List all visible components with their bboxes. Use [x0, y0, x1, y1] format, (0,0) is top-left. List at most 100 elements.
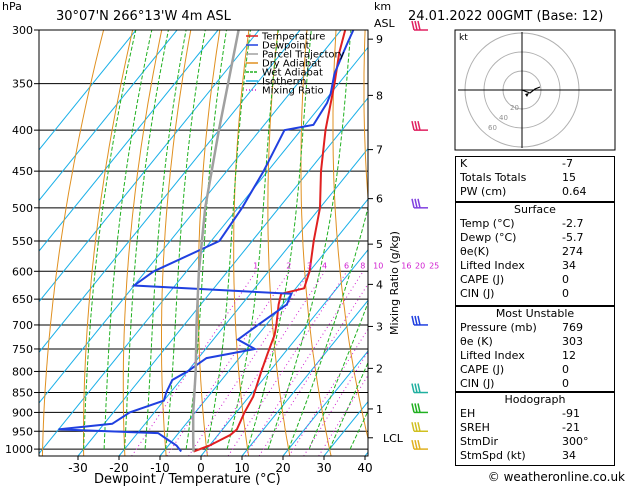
height-km-label: 6 — [376, 193, 383, 206]
most-unstable-label: Lifted Index — [460, 349, 525, 362]
most-unstable-row: CAPE (J) 0 — [456, 363, 614, 377]
surface-value: -5.7 — [562, 231, 584, 244]
surface-value: 0 — [562, 287, 569, 300]
mixing-ratio-label: 2 — [286, 261, 291, 270]
dry-adiabat-line — [332, 30, 368, 441]
index-value: 0.64 — [562, 185, 587, 198]
surface-label: θe(K) — [460, 245, 490, 258]
x-tick-label: 10 — [234, 461, 249, 475]
dry-adiabat-line — [267, 30, 291, 456]
mixing-ratio-line — [131, 271, 257, 456]
surface-label: Lifted Index — [460, 259, 525, 272]
wind-barb — [411, 383, 428, 394]
isotherm-line — [39, 30, 342, 404]
height-km-label: 7 — [376, 144, 383, 157]
hodograph-ring-label: 60 — [488, 124, 497, 132]
surface-value: -2.7 — [562, 217, 584, 230]
dry-adiabat-line — [233, 30, 250, 456]
wind-barb — [411, 422, 428, 433]
mixing-ratio-label: 3 — [307, 261, 312, 270]
hodograph-stat-row: StmDir 300° — [456, 435, 614, 449]
hodograph-stat-row: SREH -21 — [456, 421, 614, 435]
legend-entry: Parcel Trajectory — [262, 50, 345, 61]
height-km-label: 8 — [376, 89, 383, 102]
most-unstable-value: 12 — [562, 349, 576, 362]
surface-panel: Surface Temp (°C) -2.7 Dewp (°C) -5.7 θe(K) 2… — [455, 202, 615, 306]
pressure-tick-label: 400 — [12, 124, 33, 137]
index-row: PW (cm) 0.64 — [456, 185, 614, 199]
most-unstable-row: CIN (J) 0 — [456, 377, 614, 391]
isotherm-line — [159, 198, 368, 456]
mixing-ratio-label: 25 — [429, 261, 439, 270]
surface-row: θe(K) 274 — [456, 245, 614, 259]
hodograph-stat-label: SREH — [460, 421, 490, 434]
pressure-tick-label: 950 — [12, 425, 33, 438]
index-row: K -7 — [456, 157, 614, 171]
mixing-ratio-line — [318, 374, 368, 456]
surface-row: Lifted Index 34 — [456, 259, 614, 273]
isotherm-line — [282, 350, 368, 456]
mixing-ratio-label: 20 — [415, 261, 425, 270]
height-km-label: 5 — [376, 238, 383, 251]
surface-label: Temp (°C) — [460, 217, 515, 230]
most-unstable-panel: Most Unstable Pressure (mb) 769 θe (K) 303 L… — [455, 306, 615, 392]
most-unstable-label: Pressure (mb) — [460, 321, 537, 334]
height-km-label: 4 — [376, 278, 383, 291]
parcel-trajectory-line — [191, 30, 240, 452]
mixing-ratio-label: 16 — [401, 261, 411, 270]
surface-value: 0 — [562, 273, 569, 286]
isotherm-line — [118, 147, 368, 456]
legend-entry: Wet Adiabat — [262, 68, 323, 79]
hodograph-table-panel: Hodograph EH -91 SREH -21 StmDir 300° StmSpd (… — [455, 392, 615, 466]
most-unstable-label: θe (K) — [460, 335, 493, 348]
pressure-tick-label: 900 — [12, 406, 33, 419]
pressure-tick-label: 500 — [12, 202, 33, 215]
height-km-label: 2 — [376, 362, 383, 375]
pressure-tick-label: 800 — [12, 365, 33, 378]
x-tick-label: 20 — [275, 461, 290, 475]
x-tick-label: 30 — [316, 461, 331, 475]
legend-entry: Dewpoint — [262, 41, 310, 52]
hodograph-stat-value: 300° — [562, 435, 589, 448]
legend-entry: Dry Adiabat — [262, 59, 321, 70]
isotherm-line — [39, 30, 260, 303]
hodograph-trace — [521, 86, 541, 94]
surface-value: 274 — [562, 245, 583, 258]
pressure-tick-label: 300 — [12, 24, 33, 37]
mixing-ratio-line — [166, 271, 290, 456]
pressure-tick-label: 600 — [12, 265, 33, 278]
most-unstable-row: Lifted Index 12 — [456, 349, 614, 363]
most-unstable-label: CAPE (J) — [460, 363, 505, 376]
hodograph-stat-label: StmDir — [460, 435, 499, 448]
height-km-label: 1 — [376, 403, 383, 416]
datetime-title: 24.01.2022 00GMT (Base: 12) — [408, 9, 603, 24]
isotherm-line — [39, 30, 219, 252]
dewpoint-line — [58, 30, 355, 453]
dry-adiabat-line — [122, 30, 163, 456]
surface-label: Dewp (°C) — [460, 231, 517, 244]
surface-row: CAPE (J) 0 — [456, 273, 614, 287]
pressure-tick-label: 850 — [12, 387, 33, 400]
legend-entry: Temperature — [261, 32, 325, 43]
credit-text: © weatheronline.co.uk — [487, 470, 625, 484]
dry-adiabat-line — [161, 30, 192, 456]
pressure-tick-label: 650 — [12, 293, 33, 306]
surface-label: CAPE (J) — [460, 273, 505, 286]
hpa-label: hPa — [2, 0, 22, 13]
dry-adiabat-line — [41, 30, 105, 456]
index-label: Totals Totals — [460, 171, 527, 184]
isotherm-line — [77, 97, 368, 456]
wet-adiabat-line — [288, 205, 368, 450]
wet-adiabat-line — [267, 30, 352, 450]
surface-value: 34 — [562, 259, 576, 272]
mixing-ratio-label: 6 — [344, 261, 349, 270]
dry-adiabat-line — [363, 30, 368, 205]
mixing-ratio-label: 8 — [360, 261, 365, 270]
asl-label: ASL — [374, 17, 396, 30]
surface-row: Dewp (°C) -5.7 — [456, 231, 614, 245]
most-unstable-value: 0 — [562, 363, 569, 376]
hodograph-table-title: Hodograph — [504, 393, 566, 406]
index-label: K — [460, 157, 468, 170]
height-km-label: 3 — [376, 320, 383, 333]
